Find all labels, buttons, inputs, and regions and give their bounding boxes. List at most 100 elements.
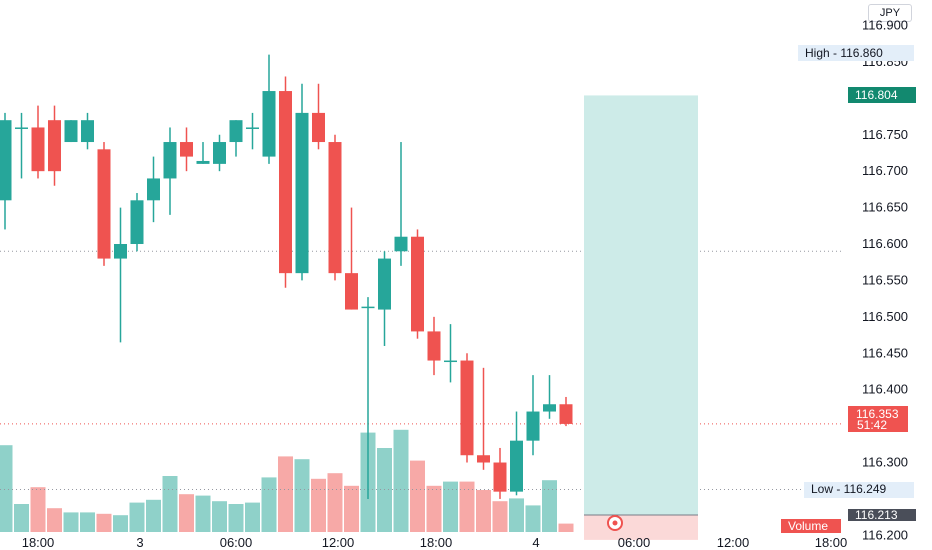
volume-bar — [96, 513, 112, 532]
candle-body — [81, 120, 94, 143]
price-tick-label: 116.900 — [862, 17, 908, 32]
stop-price-tag — [848, 509, 916, 521]
volume-bar — [113, 515, 128, 532]
time-tick-label: 12:00 — [717, 535, 750, 550]
target-price-tag — [848, 87, 916, 103]
price-tick-label: 116.450 — [862, 345, 908, 360]
position-target-zone[interactable] — [584, 95, 698, 515]
candle-body — [427, 331, 441, 361]
time-tick-label: 18:00 — [22, 535, 55, 550]
volume-bar — [14, 504, 29, 532]
volume-label: Volume — [788, 519, 828, 533]
candle-body — [64, 120, 78, 143]
volume-bar — [294, 459, 310, 532]
candle-body — [361, 306, 375, 309]
volume-bar — [179, 494, 194, 532]
candle-body — [526, 411, 540, 441]
volume-bar — [0, 445, 13, 532]
currency-button[interactable]: JPY — [868, 4, 912, 22]
volume-bar — [558, 523, 574, 532]
candle-body — [213, 142, 226, 164]
candle-body — [328, 142, 342, 274]
volume-bar — [410, 460, 425, 532]
candle-body — [180, 142, 193, 157]
candle-body — [477, 455, 490, 463]
candle-body — [279, 91, 292, 274]
price-tick-label: 116.400 — [862, 382, 908, 397]
candle-body — [31, 127, 45, 172]
price-tick-label: 116.550 — [862, 272, 908, 287]
current-price-value: 116.353 — [856, 407, 899, 421]
volume-bar — [245, 502, 260, 532]
candle-body — [394, 236, 408, 252]
volume-bar — [327, 473, 343, 532]
volume-bar — [278, 456, 293, 532]
volume-bars — [0, 429, 574, 532]
candle-body — [0, 120, 12, 201]
price-tick-label: 116.650 — [862, 200, 908, 215]
time-tick-label: 06:00 — [220, 535, 253, 550]
volume-bar — [212, 501, 227, 532]
volume-bar — [47, 508, 62, 532]
price-tags: High - 116.860 116.804 116.353 51:42 Low… — [781, 45, 916, 533]
high-tag-bg — [798, 45, 914, 61]
candle-body — [378, 258, 391, 310]
candle-body — [460, 360, 474, 456]
candle-body — [345, 273, 358, 310]
price-tick-label: 116.300 — [862, 455, 908, 470]
volume-bar — [80, 512, 95, 532]
candle-body — [295, 112, 309, 274]
volume-tag — [781, 519, 841, 533]
time-tick-label: 3 — [136, 535, 143, 550]
low-label: Low - 116.249 — [811, 482, 886, 496]
volume-bar — [542, 480, 557, 532]
time-tick-label: 12:00 — [322, 535, 355, 550]
volume-bar — [63, 512, 79, 532]
volume-bar — [443, 481, 458, 532]
candle-body — [246, 127, 259, 129]
volume-bar — [525, 505, 541, 532]
candle-body — [15, 127, 28, 129]
high-label: High - 116.860 — [805, 46, 883, 60]
price-tick-label: 116.500 — [862, 309, 908, 324]
candle-body — [163, 142, 177, 179]
volume-bar — [459, 481, 475, 532]
volume-bar — [393, 429, 409, 532]
price-tick-label: 116.700 — [862, 163, 908, 178]
candle-body — [262, 91, 276, 157]
stop-price-label: 116.213 — [855, 508, 898, 522]
position-stop-zone[interactable] — [584, 514, 698, 540]
price-tick-label: 116.200 — [862, 527, 908, 542]
low-tag-bg — [804, 482, 914, 498]
candle-body — [229, 120, 243, 143]
volume-bar — [129, 502, 145, 532]
volume-bar — [492, 501, 508, 532]
volume-bar — [195, 495, 211, 532]
candle-body — [559, 404, 573, 424]
countdown-label: 51:42 — [857, 418, 887, 432]
candle-body — [48, 120, 61, 172]
volume-bar — [476, 490, 491, 532]
volume-bar — [426, 485, 442, 532]
volume-bar — [509, 498, 524, 532]
volume-bar — [377, 448, 392, 532]
drag-handle-dot-icon — [612, 520, 618, 526]
volume-bar — [228, 504, 244, 532]
price-axis[interactable]: 116.900116.850116.750116.700116.650116.6… — [862, 17, 908, 542]
volume-bar — [146, 499, 161, 532]
long-position-tool[interactable] — [584, 95, 698, 540]
candle-body — [510, 440, 523, 492]
target-price-label: 116.804 — [855, 88, 898, 102]
time-axis[interactable]: 18:00 3 06:00 12:00 18:00 4 06:00 12:00 18:00 — [22, 535, 848, 550]
candle-body — [312, 112, 325, 143]
candle-body — [196, 160, 210, 164]
time-tick-label: 18:00 — [420, 535, 453, 550]
candle-body — [411, 236, 424, 332]
price-tick-label: 116.750 — [862, 127, 908, 142]
time-tick-label: 18:00 — [815, 535, 848, 550]
candles — [0, 54, 573, 499]
volume-bar — [162, 476, 178, 532]
current-price-tag — [848, 406, 908, 432]
candle-body — [147, 178, 160, 201]
